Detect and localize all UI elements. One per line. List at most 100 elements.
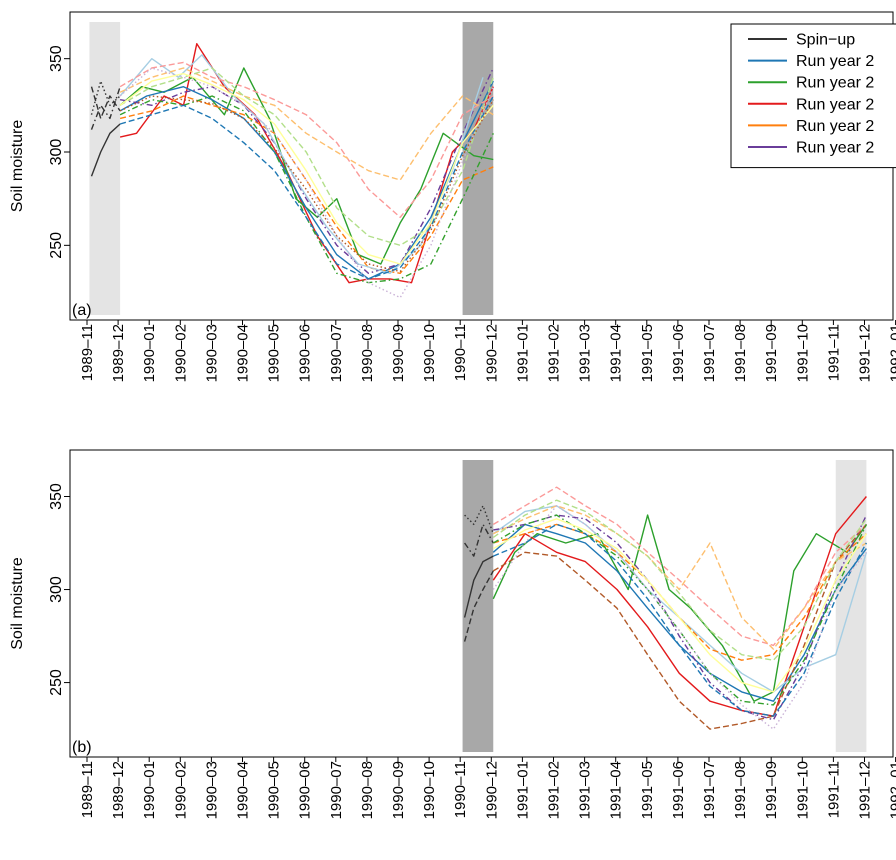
x-tick-label-5: 1990–04 xyxy=(235,761,252,819)
series-line-8 xyxy=(119,67,494,274)
series-line-5 xyxy=(492,496,867,717)
x-tick-label-19: 1991–06 xyxy=(670,324,687,382)
x-tick-label-12: 1990–11 xyxy=(452,761,469,818)
series-line-1 xyxy=(463,570,494,642)
series-line-2 xyxy=(464,505,494,534)
series-line-16 xyxy=(119,72,494,265)
legend-label-3: Run year 2 xyxy=(796,96,874,113)
y-tick-label-1: 300 xyxy=(48,139,65,166)
series-line-15 xyxy=(119,67,494,299)
x-tick-label-26: 1992–01 xyxy=(888,761,896,819)
series-line-4 xyxy=(119,43,494,284)
series-line-10 xyxy=(492,486,867,647)
x-tick-label-14: 1991–01 xyxy=(514,761,531,819)
panel-label: (b) xyxy=(72,739,92,756)
x-tick-label-21: 1991–08 xyxy=(732,761,749,819)
series-line-6 xyxy=(119,80,494,280)
x-tick-label-20: 1991–07 xyxy=(701,761,718,819)
series-line-12 xyxy=(492,523,867,730)
x-tick-label-9: 1990–08 xyxy=(359,761,376,819)
legend-label-2: Run year 2 xyxy=(796,75,874,92)
series-line-13 xyxy=(492,514,868,706)
x-tick-label-23: 1991–10 xyxy=(794,324,811,382)
x-tick-label-9: 1990–08 xyxy=(359,324,376,382)
shaded-regions xyxy=(462,460,867,752)
series-line-16 xyxy=(492,499,867,661)
series-line-7 xyxy=(119,95,494,274)
series-lines xyxy=(463,486,868,730)
x-tick-label-4: 1990–03 xyxy=(203,324,220,382)
x-tick-label-18: 1991–05 xyxy=(639,324,656,382)
y-axis-label: Soil moisture xyxy=(9,120,26,213)
x-tick-label-24: 1991–11 xyxy=(825,761,842,818)
y-tick-label-1: 300 xyxy=(48,576,65,603)
x-tick-label-1: 1989–12 xyxy=(110,761,127,819)
series-line-10 xyxy=(119,61,494,219)
x-tick-label-12: 1990–11 xyxy=(452,324,469,381)
x-tick-label-17: 1991–04 xyxy=(608,324,625,382)
x-tick-label-24: 1991–11 xyxy=(825,324,842,381)
series-line-17 xyxy=(492,518,867,693)
x-tick-label-8: 1990–07 xyxy=(328,324,345,382)
x-tick-label-7: 1990–06 xyxy=(297,324,314,382)
legend-label-5: Run year 2 xyxy=(796,140,874,157)
series-line-0 xyxy=(90,123,121,177)
x-tick-label-5: 1990–04 xyxy=(235,324,252,382)
x-tick-label-1: 1989–12 xyxy=(110,324,127,382)
series-lines xyxy=(90,43,494,299)
y-tick-label-0: 250 xyxy=(48,669,65,696)
series-line-3 xyxy=(464,523,494,557)
series-line-11 xyxy=(119,67,494,181)
x-tick-label-8: 1990–07 xyxy=(328,761,345,819)
series-line-2 xyxy=(90,80,121,115)
x-tick-label-0: 1989–11 xyxy=(79,761,96,818)
x-tick-label-25: 1991–12 xyxy=(857,761,874,819)
x-tick-label-11: 1990–10 xyxy=(421,761,438,819)
x-tick-label-2: 1990–01 xyxy=(141,761,158,819)
plot-frame xyxy=(69,449,894,758)
series-line-4 xyxy=(492,514,867,702)
x-tick-label-13: 1990–12 xyxy=(483,324,500,382)
legend: Spin−up Run year 2 Run year 2 Run year 2 Run… xyxy=(730,23,896,169)
y-tick-label-0: 250 xyxy=(48,232,65,259)
series-line-14 xyxy=(119,95,494,280)
x-tick-label-15: 1991–02 xyxy=(546,324,563,382)
series-line-17 xyxy=(119,95,494,273)
x-tick-label-2: 1990–01 xyxy=(141,324,158,382)
legend-label-4: Run year 2 xyxy=(796,118,874,135)
x-tick-label-0: 1989–11 xyxy=(79,324,96,381)
x-tick-label-17: 1991–04 xyxy=(608,761,625,819)
x-tick-label-22: 1991–09 xyxy=(763,324,780,382)
panel-b: 250 300 350 Soil moisture 1989–11 1989–12 1990… xyxy=(9,449,896,819)
legend-label-1: Run year 2 xyxy=(796,53,874,70)
y-tick-label-2: 350 xyxy=(48,45,65,72)
x-tick-label-7: 1990–06 xyxy=(297,761,314,819)
x-tick-label-21: 1991–08 xyxy=(732,324,749,382)
x-tick-label-18: 1991–05 xyxy=(639,761,656,819)
series-line-3 xyxy=(90,86,121,130)
x-tick-label-3: 1990–02 xyxy=(172,324,189,382)
shaded-region-1 xyxy=(835,460,867,752)
x-tick-label-19: 1991–06 xyxy=(670,761,687,819)
series-line-11 xyxy=(493,505,867,650)
x-tick-label-20: 1991–07 xyxy=(701,324,718,382)
legend-label-0: Spin−up xyxy=(796,32,855,49)
y-axis-label: Soil moisture xyxy=(9,557,26,650)
x-tick-label-14: 1991–01 xyxy=(514,324,531,382)
shaded-regions xyxy=(89,22,494,315)
series-line-9 xyxy=(119,54,484,274)
series-line-15 xyxy=(492,505,867,730)
x-tick-label-11: 1990–10 xyxy=(421,324,438,382)
series-line-14 xyxy=(493,523,868,717)
x-tick-label-16: 1991–03 xyxy=(577,761,594,819)
x-tick-label-13: 1990–12 xyxy=(483,761,500,819)
x-tick-label-26: 1992–01 xyxy=(888,324,896,382)
x-tick-label-25: 1991–12 xyxy=(857,324,874,382)
panel-label: (a) xyxy=(72,302,92,319)
series-line-8 xyxy=(493,523,867,661)
x-tick-label-4: 1990–03 xyxy=(203,761,220,819)
series-line-9 xyxy=(493,514,868,721)
x-tick-label-3: 1990–02 xyxy=(172,761,189,819)
